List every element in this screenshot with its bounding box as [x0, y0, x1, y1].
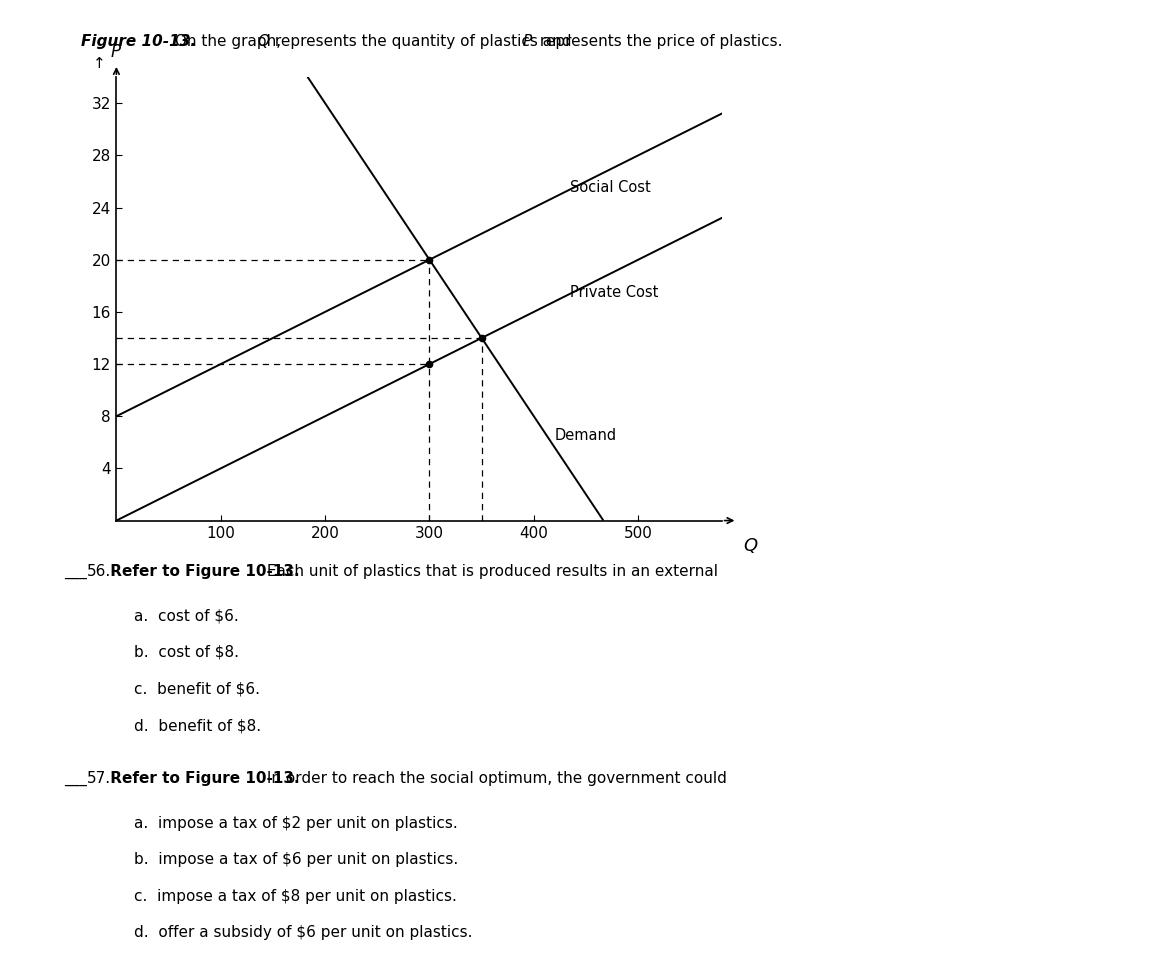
Text: In order to reach the social optimum, the government could: In order to reach the social optimum, th…	[262, 771, 726, 787]
Text: 56.: 56.	[87, 564, 112, 579]
Text: Refer to Figure 10-13.: Refer to Figure 10-13.	[105, 564, 299, 579]
Text: c.  impose a tax of $8 per unit on plastics.: c. impose a tax of $8 per unit on plasti…	[134, 889, 456, 904]
Text: 57.: 57.	[87, 771, 112, 787]
Text: Private Cost: Private Cost	[570, 284, 659, 300]
Text: a.  cost of $6.: a. cost of $6.	[134, 608, 239, 624]
Text: d.  benefit of $8.: d. benefit of $8.	[134, 718, 261, 734]
Text: represents the price of plastics.: represents the price of plastics.	[535, 34, 783, 49]
Text: Social Cost: Social Cost	[570, 180, 651, 196]
Text: Each unit of plastics that is produced results in an external: Each unit of plastics that is produced r…	[262, 564, 718, 579]
Text: $\uparrow$: $\uparrow$	[91, 56, 105, 70]
Text: c.  benefit of $6.: c. benefit of $6.	[134, 682, 260, 697]
Text: d.  offer a subsidy of $6 per unit on plastics.: d. offer a subsidy of $6 per unit on pla…	[134, 925, 473, 941]
Text: Figure 10-13.: Figure 10-13.	[81, 34, 197, 49]
Text: Q: Q	[257, 34, 269, 49]
Text: On the graph,: On the graph,	[170, 34, 286, 49]
Text: $\it{P}$: $\it{P}$	[111, 43, 122, 62]
Text: ___: ___	[64, 564, 87, 579]
Text: Demand: Demand	[555, 428, 617, 443]
Text: P: P	[523, 34, 532, 49]
Text: Refer to Figure 10-13.: Refer to Figure 10-13.	[105, 771, 299, 787]
Text: $\it{Q}$: $\it{Q}$	[743, 536, 758, 555]
Text: ___: ___	[64, 771, 87, 787]
Text: a.  impose a tax of $2 per unit on plastics.: a. impose a tax of $2 per unit on plasti…	[134, 816, 457, 831]
Text: b.  cost of $8.: b. cost of $8.	[134, 645, 239, 660]
Text: represents the quantity of plastics and: represents the quantity of plastics and	[270, 34, 576, 49]
Text: b.  impose a tax of $6 per unit on plastics.: b. impose a tax of $6 per unit on plasti…	[134, 852, 459, 868]
